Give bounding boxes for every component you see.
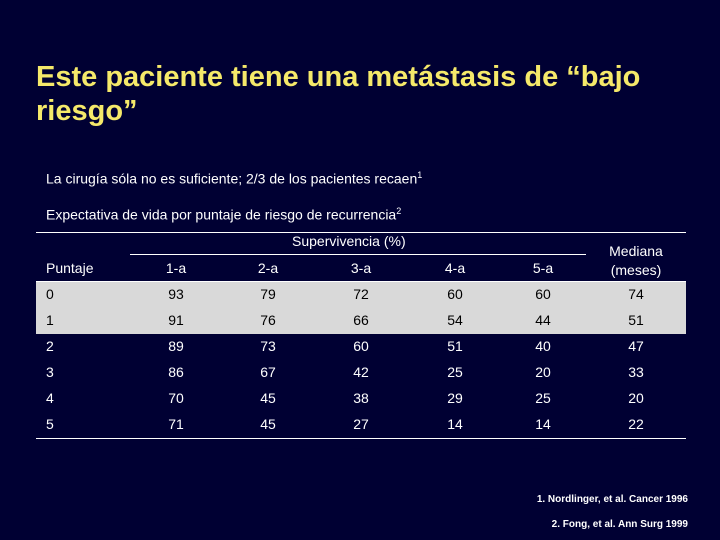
survival-group-header: Supervivencia (%) <box>292 233 406 249</box>
cell-survival: 89 <box>168 338 184 354</box>
cell-puntaje: 2 <box>46 338 54 354</box>
cell-survival: 71 <box>168 416 184 432</box>
cell-survival: 14 <box>447 416 463 432</box>
cell-median: 51 <box>628 312 644 328</box>
cell-survival: 66 <box>353 312 369 328</box>
cell-survival: 60 <box>535 286 551 302</box>
cell-survival: 40 <box>535 338 551 354</box>
header-year-2: 2-a <box>257 260 279 276</box>
header-median-unit: (meses) <box>610 262 662 278</box>
cell-survival: 25 <box>447 364 463 380</box>
cell-puntaje: 0 <box>46 286 54 302</box>
cell-survival: 60 <box>353 338 369 354</box>
reference-1: 1. Nordlinger, et al. Cancer 1996 <box>536 494 688 505</box>
cell-survival: 25 <box>535 390 551 406</box>
cell-survival: 79 <box>260 286 276 302</box>
cell-survival: 45 <box>260 416 276 432</box>
statement-life-expectancy-text: Expectativa de vida por puntaje de riesg… <box>46 206 397 223</box>
cell-survival: 93 <box>168 286 184 302</box>
cell-survival: 72 <box>353 286 369 302</box>
table-bottom-rule <box>36 438 686 439</box>
table-row: 1 91 76 66 54 44 51 <box>36 308 686 334</box>
cell-puntaje: 1 <box>46 312 54 328</box>
cell-survival: 38 <box>353 390 369 406</box>
cell-puntaje: 4 <box>46 390 54 406</box>
footnote-marker-2: 2 <box>396 206 402 216</box>
table-header-rule <box>36 281 686 282</box>
cell-median: 22 <box>628 416 644 432</box>
cell-survival: 73 <box>260 338 276 354</box>
cell-puntaje: 3 <box>46 364 54 380</box>
cell-survival: 70 <box>168 390 184 406</box>
cell-puntaje: 5 <box>46 416 54 432</box>
header-year-3: 3-a <box>350 260 372 276</box>
cell-survival: 67 <box>260 364 276 380</box>
table-top-rule <box>36 232 686 233</box>
cell-survival: 60 <box>447 286 463 302</box>
table-row: 5 71 45 27 14 14 22 <box>36 412 686 438</box>
table-row: 0 93 79 72 60 60 74 <box>36 282 686 308</box>
cell-survival: 44 <box>535 312 551 328</box>
cell-median: 47 <box>628 338 644 354</box>
cell-survival: 45 <box>260 390 276 406</box>
header-median-label: Mediana <box>609 243 663 259</box>
cell-survival: 86 <box>168 364 184 380</box>
cell-survival: 20 <box>535 364 551 380</box>
statement-life-expectancy: Expectativa de vida por puntaje de riesg… <box>46 206 401 223</box>
survival-group-rule <box>130 254 586 255</box>
cell-median: 74 <box>628 286 644 302</box>
header-year-5: 5-a <box>532 260 554 276</box>
reference-2: 2. Fong, et al. Ann Surg 1999 <box>551 519 688 530</box>
header-puntaje: Puntaje <box>46 260 94 276</box>
cell-median: 20 <box>628 390 644 406</box>
statement-recurrence: La cirugía sóla no es suficiente; 2/3 de… <box>46 170 422 187</box>
table-row: 4 70 45 38 29 25 20 <box>36 386 686 412</box>
cell-survival: 91 <box>168 312 184 328</box>
header-year-4: 4-a <box>444 260 466 276</box>
footnote-marker-1: 1 <box>417 170 423 180</box>
cell-survival: 54 <box>447 312 463 328</box>
cell-median: 33 <box>628 364 644 380</box>
slide-title: Este paciente tiene una metástasis de “b… <box>36 61 641 127</box>
highlight-band <box>36 282 686 334</box>
table-row: 2 89 73 60 51 40 47 <box>36 334 686 360</box>
cell-survival: 27 <box>353 416 369 432</box>
cell-survival: 29 <box>447 390 463 406</box>
header-median: Mediana (meses) <box>600 242 672 280</box>
statement-recurrence-text: La cirugía sóla no es suficiente; 2/3 de… <box>46 170 418 187</box>
cell-survival: 51 <box>447 338 463 354</box>
cell-survival: 14 <box>535 416 551 432</box>
header-year-1: 1-a <box>165 260 187 276</box>
table-row: 3 86 67 42 25 20 33 <box>36 360 686 386</box>
cell-survival: 42 <box>353 364 369 380</box>
cell-survival: 76 <box>260 312 276 328</box>
